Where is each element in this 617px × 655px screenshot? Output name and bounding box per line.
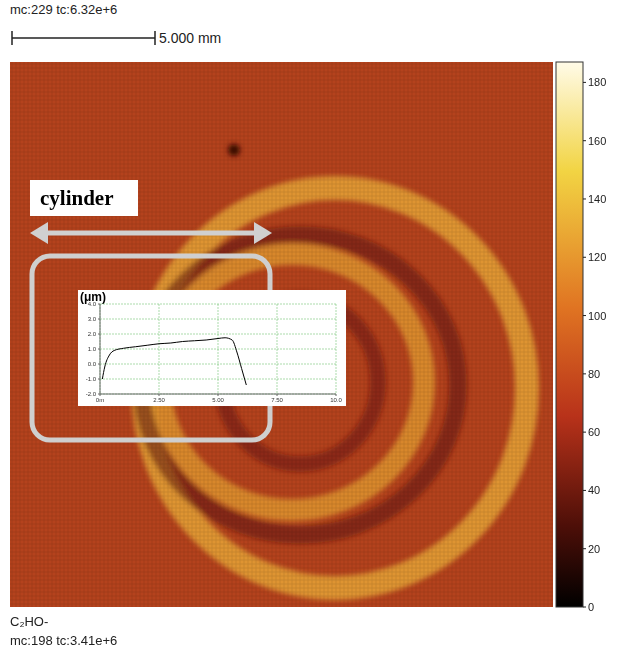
svg-text:2.0: 2.0 bbox=[88, 331, 97, 337]
svg-text:10.0: 10.0 bbox=[330, 397, 342, 403]
svg-text:140: 140 bbox=[588, 193, 606, 205]
svg-text:0: 0 bbox=[588, 601, 594, 613]
svg-text:5.000 mm: 5.000 mm bbox=[159, 30, 221, 46]
svg-text:3.0: 3.0 bbox=[88, 316, 97, 322]
svg-text:40: 40 bbox=[588, 484, 600, 496]
svg-text:2.50: 2.50 bbox=[153, 397, 165, 403]
svg-text:C₂HO-: C₂HO- bbox=[10, 614, 48, 629]
svg-text:mc:229 tc:6.32e+6: mc:229 tc:6.32e+6 bbox=[10, 2, 117, 17]
svg-text:7.50: 7.50 bbox=[271, 397, 283, 403]
svg-text:80: 80 bbox=[588, 368, 600, 380]
svg-text:1.0: 1.0 bbox=[88, 346, 97, 352]
svg-text:60: 60 bbox=[588, 426, 600, 438]
svg-text:cylinder: cylinder bbox=[40, 186, 114, 210]
svg-text:5.00: 5.00 bbox=[212, 397, 224, 403]
svg-text:160: 160 bbox=[588, 135, 606, 147]
svg-text:20: 20 bbox=[588, 543, 600, 555]
svg-text:0.0: 0.0 bbox=[88, 361, 97, 367]
svg-text:mc:198 tc:3.41e+6: mc:198 tc:3.41e+6 bbox=[10, 633, 117, 648]
svg-text:100: 100 bbox=[588, 310, 606, 322]
svg-text:4.0: 4.0 bbox=[88, 301, 97, 307]
svg-text:180: 180 bbox=[588, 76, 606, 88]
svg-text:-1.0: -1.0 bbox=[86, 376, 97, 382]
svg-text:120: 120 bbox=[588, 251, 606, 263]
svg-text:-2.0: -2.0 bbox=[86, 391, 97, 397]
svg-text:0m: 0m bbox=[96, 397, 104, 403]
